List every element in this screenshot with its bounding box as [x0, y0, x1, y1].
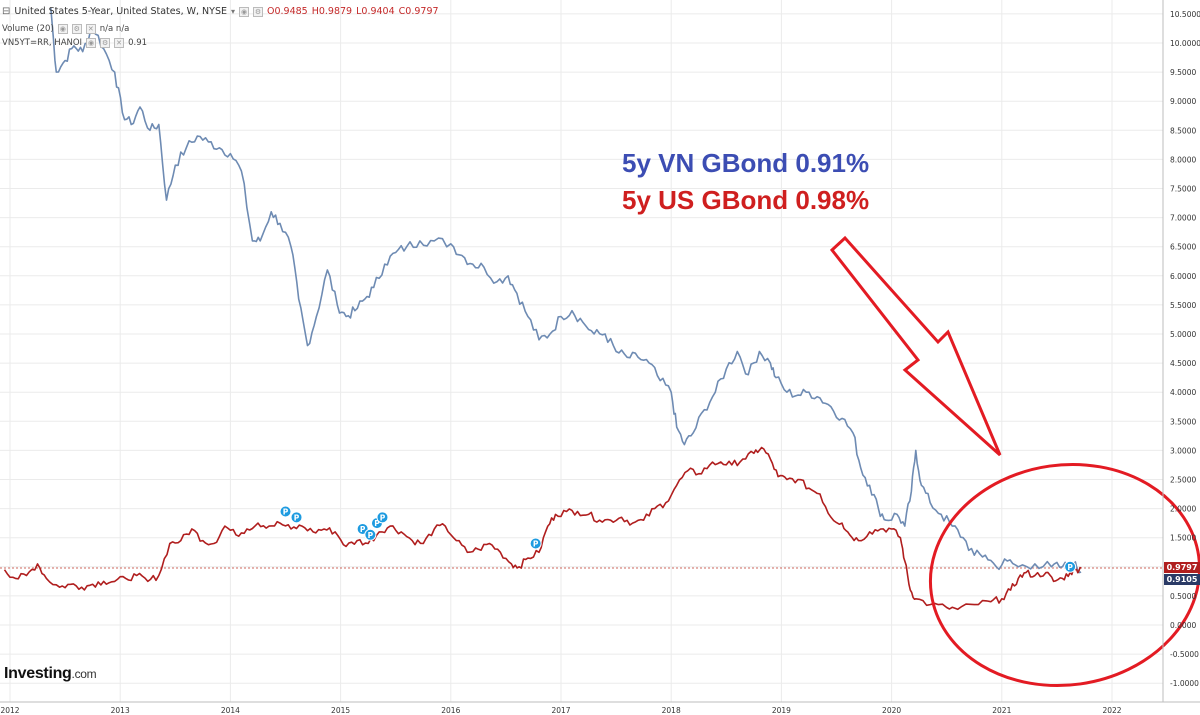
y-tick-label: 5.5000 [1170, 301, 1196, 310]
ohlc-open: O0.9485 [267, 6, 308, 17]
x-tick-label: 2015 [331, 706, 350, 715]
annotation-layer [829, 235, 1200, 688]
y-tick-label: 10.5000 [1170, 10, 1200, 19]
vn-series-value: 0.91 [128, 38, 148, 48]
x-tick-label: 2019 [772, 706, 791, 715]
x-tick-label: 2012 [0, 706, 19, 715]
dividend-marker-label: P [533, 540, 539, 549]
logo-suffix: .com [71, 667, 97, 681]
y-tick-label: 6.0000 [1170, 272, 1196, 281]
x-tick-label: 2020 [882, 706, 901, 715]
series-layer [0, 8, 1163, 611]
vn-bond-annotation: 5y VN GBond 0.91% [622, 148, 870, 178]
dividend-marker [529, 537, 542, 550]
volume-values: n/a n/a [99, 24, 130, 34]
x-tick-label: 2017 [551, 706, 570, 715]
collapse-icon[interactable]: ⊟ [2, 6, 11, 17]
highlight-arrow [829, 235, 1002, 457]
y-tick-label: 2.0000 [1170, 505, 1196, 514]
y-tick-label: 0.5000 [1170, 592, 1196, 601]
y-tick-label: 5.0000 [1170, 330, 1196, 339]
dividend-marker-label: P [368, 531, 374, 540]
y-tick-label: 7.5000 [1170, 185, 1196, 194]
ohlc-low: L0.9404 [356, 6, 395, 17]
us-last-price-tag: 0.9797 [1164, 561, 1200, 573]
y-tick-label: 9.5000 [1170, 68, 1196, 77]
y-tick-label: 6.5000 [1170, 243, 1196, 252]
volume-close-icon[interactable]: ✕ [85, 24, 96, 34]
dividend-marker [376, 511, 389, 524]
investing-logo[interactable]: Investing.com [4, 665, 97, 683]
dividend-marker [290, 511, 303, 524]
legend-vn-row: VN5YT=RR, HANOI ◉ ⚙ ✕ 0.91 [2, 38, 147, 48]
vn-series-line [50, 8, 1082, 574]
x-tick-label: 2018 [662, 706, 681, 715]
dividend-marker [279, 505, 292, 518]
us-series-line [3, 446, 1082, 611]
dividend-marker-label: P [380, 513, 386, 522]
y-tick-label: 4.0000 [1170, 388, 1196, 397]
y-tick-label: 1.5000 [1170, 534, 1196, 543]
dividend-marker [364, 528, 377, 541]
visibility-toggle-icon[interactable]: ◉ [239, 6, 249, 17]
y-tick-label: 3.5000 [1170, 417, 1196, 426]
vn-visibility-icon[interactable]: ◉ [86, 38, 97, 48]
volume-settings-icon[interactable]: ⚙ [71, 24, 82, 34]
us-bond-annotation: 5y US GBond 0.98% [622, 185, 870, 215]
legend-title: United States 5-Year, United States, W, … [14, 6, 227, 17]
y-tick-label: -1.0000 [1170, 679, 1199, 688]
logo-brand: Investing [4, 665, 72, 682]
highlight-ellipse [928, 462, 1200, 688]
x-tick-label: 2022 [1102, 706, 1121, 715]
y-tick-label: 3.0000 [1170, 446, 1196, 455]
dividend-marker-label: P [360, 525, 366, 534]
legend-menu-icon[interactable]: ▾ [230, 7, 235, 16]
vn-close-icon[interactable]: ✕ [114, 38, 125, 48]
x-tick-label: 2016 [441, 706, 460, 715]
y-tick-label: 10.0000 [1170, 39, 1200, 48]
ohlc-close: C0.9797 [398, 6, 439, 17]
y-tick-label: 8.0000 [1170, 155, 1196, 164]
x-tick-label: 2013 [111, 706, 130, 715]
x-tick-label: 2014 [221, 706, 240, 715]
y-tick-label: 8.5000 [1170, 126, 1196, 135]
y-tick-label: -0.5000 [1170, 650, 1199, 659]
vn-series-label: VN5YT=RR, HANOI [2, 38, 83, 48]
dividend-marker-label: P [1067, 563, 1073, 572]
ohlc-high: H0.9879 [311, 6, 353, 17]
grid-layer [0, 0, 1163, 702]
y-tick-label: 7.0000 [1170, 214, 1196, 223]
dividend-marker-label: P [283, 508, 289, 517]
legend-main-row: ⊟ United States 5-Year, United States, W… [2, 6, 439, 17]
dividend-marker-label: P [374, 519, 380, 528]
vn-settings-icon[interactable]: ⚙ [100, 38, 111, 48]
vn-last-price-tag: 0.9105 [1164, 573, 1200, 585]
y-tick-label: 2.5000 [1170, 476, 1196, 485]
dividend-marker [1064, 560, 1077, 573]
volume-label: Volume (20) [2, 24, 54, 34]
y-tick-label: 9.0000 [1170, 97, 1196, 106]
x-tick-label: 2021 [992, 706, 1011, 715]
settings-icon[interactable]: ⚙ [253, 6, 263, 17]
legend-volume-row: Volume (20) ◉ ⚙ ✕ n/a n/a [2, 24, 129, 34]
y-tick-label: 0.0000 [1170, 621, 1196, 630]
y-tick-label: 4.5000 [1170, 359, 1196, 368]
dividend-marker-label: P [294, 513, 300, 522]
volume-visibility-icon[interactable]: ◉ [57, 24, 68, 34]
